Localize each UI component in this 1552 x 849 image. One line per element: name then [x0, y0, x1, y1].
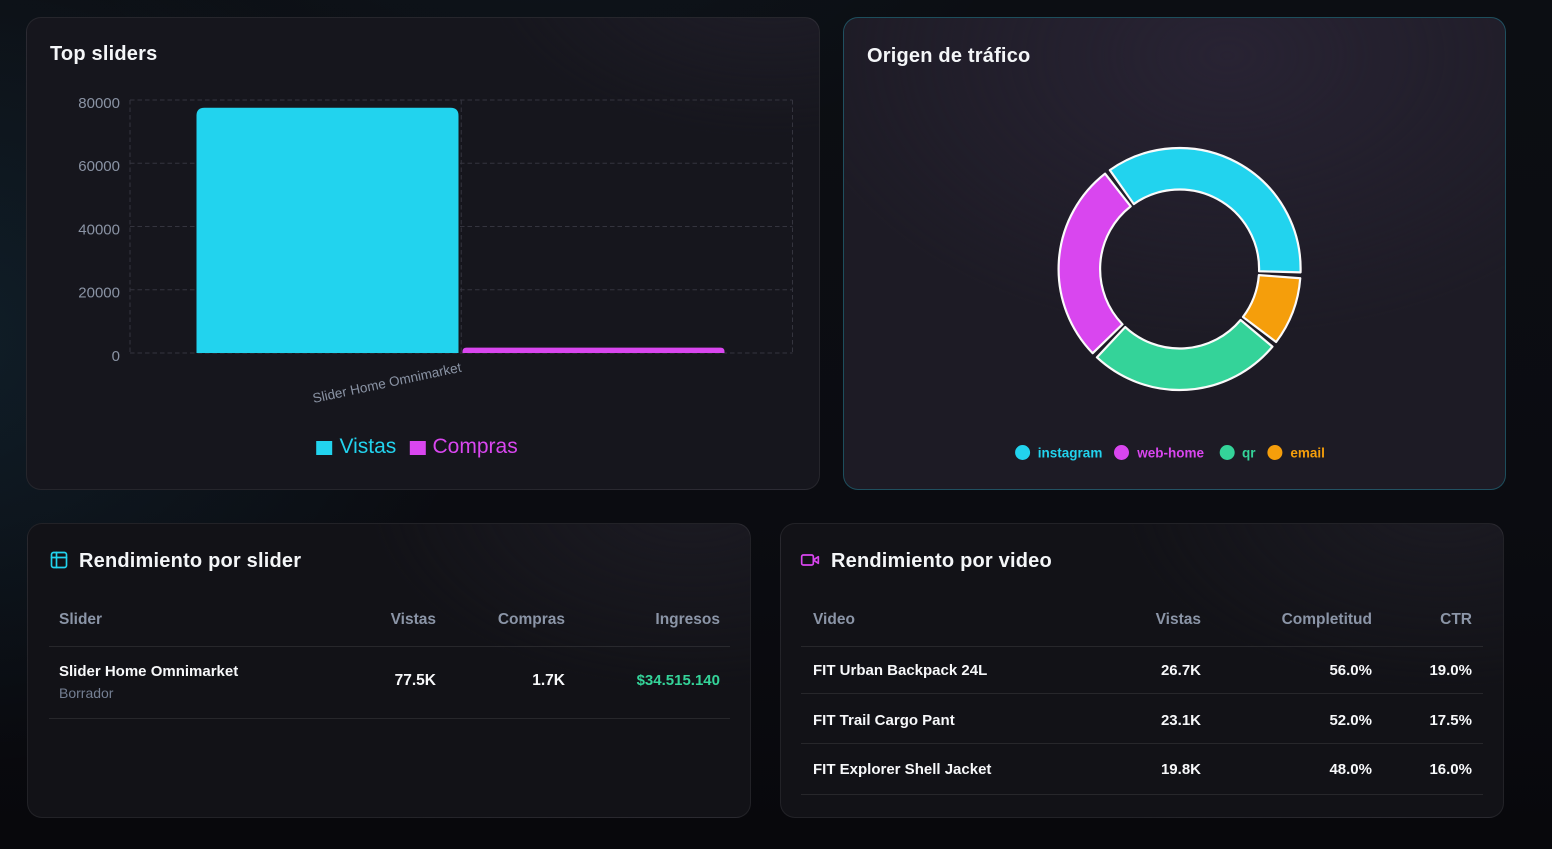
svg-text:Compras: Compras [433, 435, 518, 458]
svg-text:Vistas: Vistas [340, 435, 397, 458]
svg-text:Slider Home Omnimarket: Slider Home Omnimarket [311, 360, 463, 406]
svg-text:0: 0 [112, 348, 120, 365]
svg-text:60000: 60000 [78, 158, 120, 175]
svg-text:instagram: instagram [1038, 446, 1103, 461]
svg-text:80000: 80000 [78, 95, 120, 112]
svg-text:40000: 40000 [78, 222, 120, 239]
svg-text:20000: 20000 [78, 285, 120, 302]
svg-text:email: email [1290, 446, 1325, 461]
svg-text:qr: qr [1242, 446, 1256, 461]
svg-text:web-home: web-home [1136, 446, 1204, 461]
